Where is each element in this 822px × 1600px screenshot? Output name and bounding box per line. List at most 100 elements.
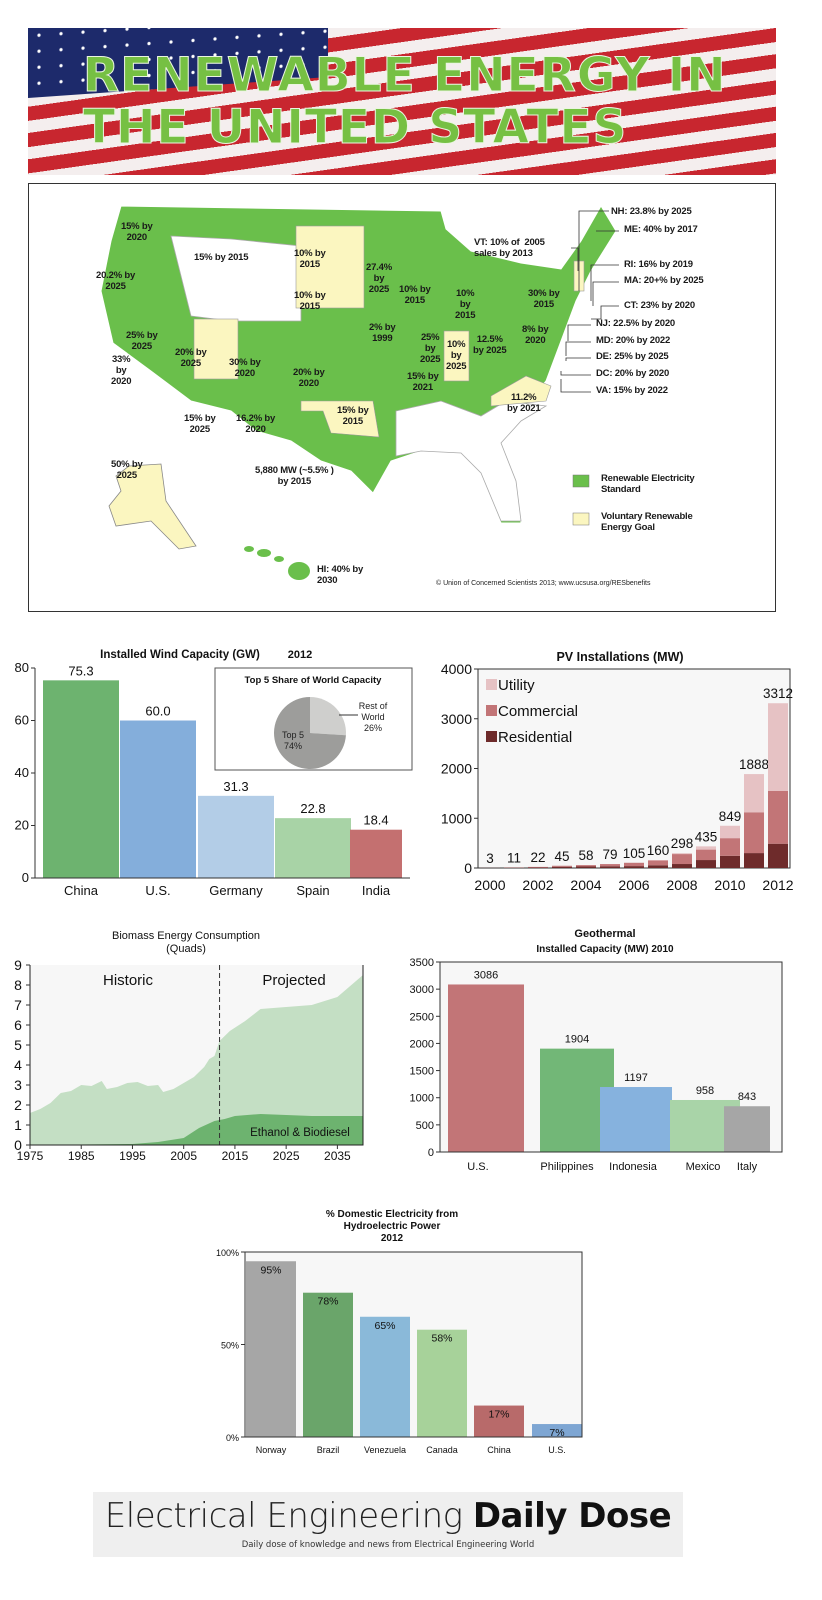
us-res-map: 15% by 2020 20.2% by 2025 33% by 2020 25…: [28, 183, 776, 612]
pv-legend-swatch: [486, 679, 497, 690]
pv-ytick-label: 4000: [441, 661, 472, 677]
legend-voluntary-swatch: [572, 512, 590, 526]
pv-total-label: 22: [530, 850, 545, 865]
map-label-in: 10% by 2025: [446, 339, 467, 372]
geo-bar: [600, 1087, 672, 1152]
pv-xtick-label: 2008: [666, 877, 697, 893]
biomass-ytick-label: 6: [14, 1017, 22, 1033]
pv-bar-residential: [696, 860, 716, 868]
pv-bar-utility: [744, 774, 764, 813]
biomass-ethanol-label: Ethanol & Biodiesel: [250, 1127, 350, 1139]
biomass-title: Biomass Energy Consumption: [112, 930, 260, 942]
pv-bar-commercial: [696, 849, 716, 861]
hydro-category-label: Venezuela: [364, 1445, 406, 1455]
wind-title-year: 2012: [288, 649, 312, 661]
biomass-ytick-label: 2: [14, 1097, 22, 1113]
biomass-xtick-label: 1995: [119, 1149, 146, 1163]
map-label-nv: 25% by 2025: [126, 330, 158, 352]
hydro-title: % Domestic Electricity from: [326, 1209, 458, 1220]
map-label-or: 20.2% by 2025: [96, 270, 136, 292]
pv-bar-commercial: [768, 790, 788, 844]
wind-bar: [275, 818, 351, 878]
wind-value-label: 18.4: [363, 813, 388, 828]
geo-category-label: Philippines: [540, 1161, 594, 1173]
hydro-category-label: China: [487, 1445, 511, 1455]
pv-total-label: 105: [623, 846, 646, 861]
pv-bar-commercial: [744, 812, 764, 854]
state-ut: [193, 318, 239, 380]
wind-category-label: China: [64, 883, 99, 898]
geo-chart: 0 500 1000 1500 2000 2500 3000 3500 3086 U.S. 1904…: [410, 928, 783, 1173]
biomass-region-projected: Projected: [262, 972, 325, 989]
pv-ytick-label: 2000: [441, 761, 472, 777]
wind-value-label: 60.0: [145, 704, 170, 719]
pv-total-label: 11: [507, 850, 521, 865]
biomass-xtick-label: 2035: [324, 1149, 351, 1163]
footer-title-light: Electrical Engineering: [104, 1496, 473, 1536]
hydro-title-2: Hydroelectric Power: [344, 1221, 441, 1232]
pv-bar-commercial: [624, 862, 644, 867]
pv-legend-label: Residential: [498, 729, 572, 746]
pv-bar-utility: [696, 846, 716, 850]
map-label-ok: 15% by 2015: [337, 405, 369, 427]
legend-voluntary-label: Voluntary Renewable Energy Goal: [601, 511, 693, 533]
map-label-nc: 11.2% by 2021: [507, 392, 541, 414]
pie-slice: [273, 697, 346, 769]
page-title: RENEWABLE ENERGY IN THE UNITED STATES: [83, 48, 727, 155]
hydro-bar: [303, 1292, 353, 1437]
callout-nj: NJ: 22.5% by 2020: [596, 318, 675, 329]
biomass-region-historic: Historic: [103, 972, 154, 989]
map-label-il: 25% by 2025: [420, 332, 441, 365]
pie-label-rest-text: World: [361, 712, 384, 722]
geo-ytick-label: 2000: [410, 1038, 434, 1050]
map-label-wa: 15% by 2020: [121, 221, 153, 243]
hawaii-shape: [244, 546, 310, 580]
map-label-mt: 15% by 2015: [194, 252, 249, 263]
hydro-value-label: 95%: [260, 1264, 281, 1276]
map-label-nm: 16.2% by 2020: [236, 413, 276, 435]
callout-ri: RI: 16% by 2019: [624, 259, 693, 270]
hydro-category-label: U.S.: [548, 1445, 566, 1455]
biomass-chart: Biomass Energy Consumption(Quads) 0 1 2 3 4 5 6…: [14, 930, 364, 1163]
pv-total-label: 435: [695, 829, 718, 844]
callout-dc: DC: 20% by 2020: [596, 368, 670, 379]
map-label-nd: 10% by 2015: [294, 248, 326, 270]
biomass-xtick-label: 1985: [68, 1149, 95, 1163]
map-copyright: © Union of Concerned Scientists 2013; ww…: [436, 580, 651, 587]
pv-ytick-label: 1000: [441, 810, 472, 826]
pv-total-label: 45: [554, 849, 569, 864]
pv-ytick-label: 3000: [441, 711, 472, 727]
map-label-ca: 33% by 2020: [111, 354, 132, 387]
geo-category-label: U.S.: [467, 1161, 488, 1173]
map-label-ks: 20% by 2020: [293, 367, 325, 389]
pv-total-label: 160: [647, 843, 670, 858]
map-label-hi: HI: 40% by 2030: [317, 564, 364, 586]
callout-va: VA: 15% by 2022: [596, 385, 668, 396]
state-ok: [300, 400, 380, 438]
alaska-shape: [108, 463, 197, 550]
hydro-value-label: 17%: [488, 1409, 509, 1421]
wind-bar: [43, 680, 119, 878]
pv-bar-residential: [528, 867, 548, 868]
wind-ytick-label: 0: [22, 870, 29, 885]
geo-ytick-label: 3500: [410, 957, 434, 969]
wind-ytick-label: 20: [15, 818, 29, 833]
hydro-bar: [417, 1329, 467, 1437]
geo-value-label: 1197: [624, 1072, 648, 1084]
hydro-value-label: 7%: [549, 1427, 564, 1439]
hydro-subtitle: 2012: [381, 1233, 404, 1244]
geo-subtitle: Installed Capacity (MW) 2010: [536, 944, 674, 955]
biomass-ytick-label: 3: [14, 1077, 22, 1093]
callout-ct: CT: 23% by 2020: [624, 300, 695, 311]
biomass-ytick-label: 8: [14, 977, 22, 993]
hydro-value-label: 78%: [317, 1296, 338, 1308]
biomass-axes: [29, 965, 364, 1146]
wind-ytick-label: 60: [15, 713, 29, 728]
geo-ytick-label: 2500: [410, 1011, 434, 1023]
pie-label-top5-text: Top 5: [282, 730, 304, 740]
hydro-category-label: Norway: [256, 1445, 287, 1455]
map-label-mn: 27.4% by 2025: [366, 262, 392, 295]
wind-category-label: Germany: [209, 883, 263, 898]
